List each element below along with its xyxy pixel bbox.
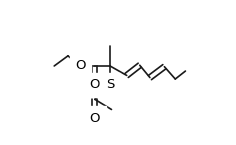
Text: S: S xyxy=(106,78,114,91)
Text: O: O xyxy=(89,112,100,125)
Text: O: O xyxy=(75,59,85,72)
Text: O: O xyxy=(89,78,100,91)
